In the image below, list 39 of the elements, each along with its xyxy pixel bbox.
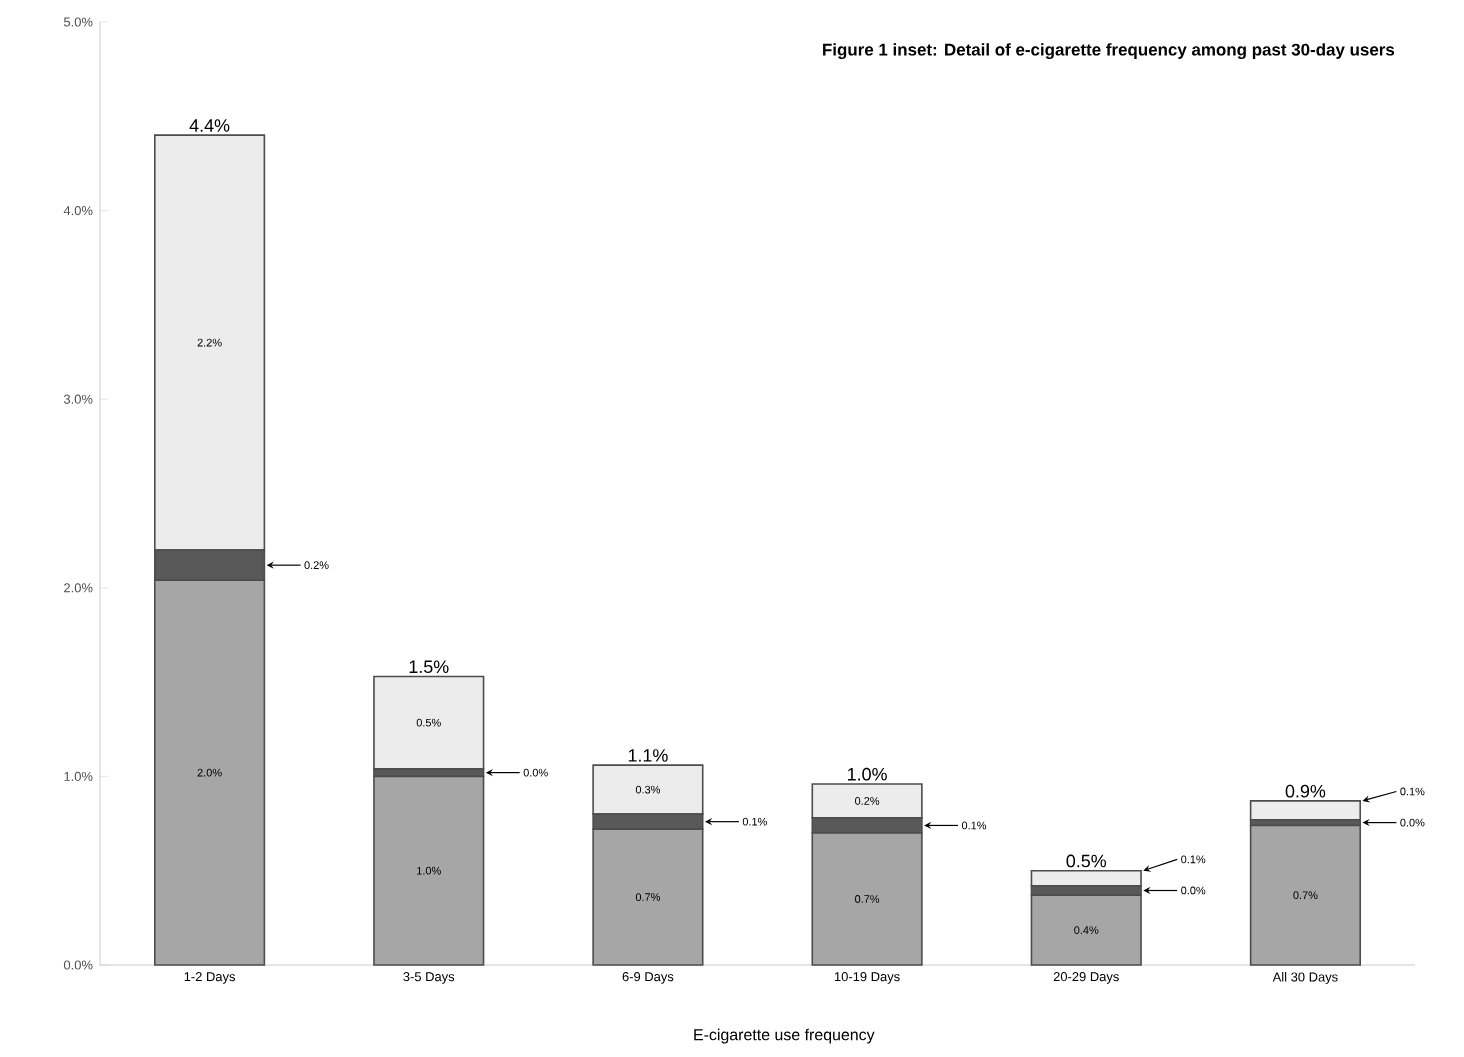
- data-label: 0.5%: [416, 718, 441, 727]
- y-tick-label: 0.0%: [63, 960, 93, 970]
- total-label: 1.0%: [848, 767, 887, 781]
- data-label: 0.1%: [742, 817, 767, 826]
- data-label: 0.2%: [855, 797, 880, 805]
- data-label: 2.0%: [197, 768, 222, 777]
- data-label: 0.0%: [523, 768, 548, 777]
- text: Figure 1 inset: Detail of e-cigarette frequency among past 30-day users: [823, 43, 1395, 60]
- x-tick-label: 10-19 Days: [834, 972, 900, 984]
- data-label: 0.0%: [1400, 818, 1425, 827]
- y-tick-label: 1.0%: [64, 771, 93, 781]
- data-label: 0.1%: [1400, 787, 1425, 796]
- x-tick-label: 3-5 Days: [403, 972, 455, 984]
- bar: [1249, 800, 1362, 821]
- x-axis-title: E-cigarette use frequency: [694, 1028, 875, 1044]
- total-label: 4.4%: [189, 119, 230, 132]
- data-label: 0.7%: [1293, 891, 1318, 900]
- y-tick-label: 4.0%: [63, 206, 93, 216]
- x-tick-label: 1-2 Days: [184, 972, 235, 984]
- data-label: 0.2%: [304, 561, 329, 570]
- y-tick-label: 5.0%: [63, 17, 93, 27]
- data-label: 0.7%: [635, 893, 661, 901]
- total-label: 1.1%: [628, 749, 668, 762]
- total-label: 0.5%: [1066, 854, 1107, 868]
- y-tick-label: 3.0%: [63, 394, 93, 404]
- x-tick-label: 20-29 Days: [1053, 972, 1119, 984]
- y-tick-label: 2.0%: [64, 583, 93, 593]
- data-label: 2.2%: [197, 338, 222, 347]
- data-label: 0.4%: [1074, 926, 1099, 934]
- x-tick-label: 6-9 Days: [622, 972, 674, 984]
- data-label: 0.0%: [1181, 886, 1206, 895]
- total-label: 1.5%: [409, 660, 449, 674]
- data-label: 0.1%: [961, 821, 987, 830]
- data-label: 0.3%: [635, 785, 661, 794]
- data-label: 1.0%: [417, 866, 441, 875]
- total-label: 0.9%: [1285, 784, 1326, 798]
- data-label: 0.7%: [855, 895, 880, 903]
- x-tick-label: All 30 Days: [1272, 972, 1338, 985]
- data-label: 0.1%: [1181, 855, 1206, 864]
